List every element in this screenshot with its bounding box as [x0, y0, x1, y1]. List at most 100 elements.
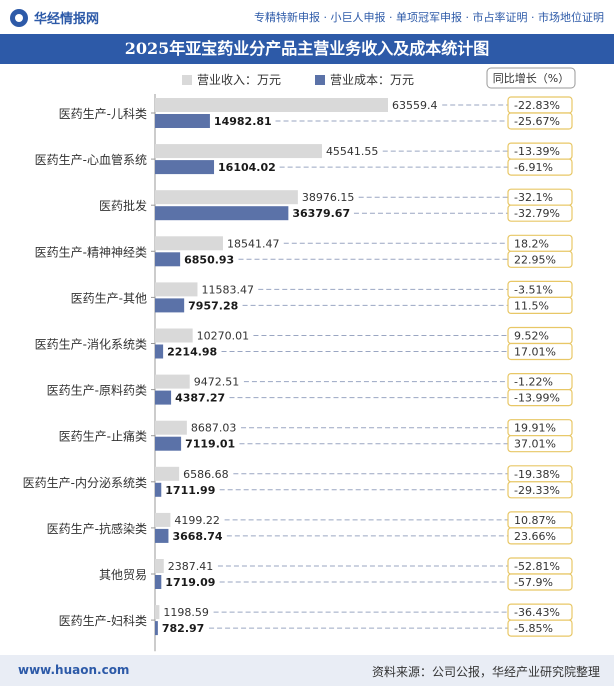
footer-source: 资料来源：公司公报，华经产业研究院整理	[371, 665, 600, 679]
revenue-growth-value: 10.87%	[514, 514, 556, 527]
revenue-growth-value: -1.22%	[514, 376, 553, 389]
revenue-value-label: 9472.51	[194, 376, 240, 389]
revenue-value-label: 8687.03	[191, 422, 237, 435]
cost-bar	[155, 436, 182, 451]
revenue-bar	[155, 98, 388, 112]
cost-growth-box	[507, 204, 573, 222]
category-label: 医药生产-内分泌系统类	[23, 476, 147, 490]
revenue-bar	[155, 466, 180, 481]
top-bar: 华经情报网 专精特新申报 · 小巨人申报 · 单项冠军申报 · 市占率证明 · …	[0, 0, 614, 34]
revenue-value-label: 11583.47	[201, 283, 254, 296]
cost-growth-box	[507, 158, 573, 176]
category-label: 其他贸易	[99, 568, 147, 582]
revenue-value-label: 2387.41	[168, 560, 214, 573]
cost-growth-box	[507, 112, 573, 130]
revenue-growth-value: 19.91%	[514, 422, 556, 435]
cost-growth-value: 11.5%	[514, 299, 549, 312]
cost-growth-box	[507, 435, 573, 453]
revenue-value-label: 6586.68	[183, 468, 229, 481]
cost-value-label: 14982.81	[214, 115, 272, 128]
cost-bar	[155, 344, 164, 359]
cost-growth-box	[507, 296, 573, 314]
legend-cost-label: 营业成本：万元	[330, 73, 414, 87]
cost-bar	[155, 252, 181, 267]
cost-value-label: 16104.02	[218, 161, 276, 174]
revenue-value-label: 45541.55	[326, 145, 379, 158]
cost-growth-value: -5.85%	[514, 622, 553, 635]
cost-growth-value: -13.99%	[514, 392, 560, 405]
cost-bar	[155, 114, 210, 128]
cost-bar	[155, 482, 162, 497]
revenue-bar	[155, 420, 187, 435]
cost-growth-value: -25.67%	[514, 115, 560, 128]
footer-website[interactable]: www.huaon.com	[18, 663, 130, 677]
revenue-value-label: 10270.01	[197, 330, 250, 343]
revenue-value-label: 38976.15	[302, 191, 355, 204]
revenue-value-label: 63559.4	[392, 99, 438, 112]
category-label: 医药生产-原料药类	[47, 384, 147, 398]
chart-title: 2025年亚宝药业分产品主营业务收入及成本统计图	[0, 34, 614, 64]
logo[interactable]: 华经情报网	[10, 8, 99, 27]
revenue-value-label: 1198.59	[163, 606, 209, 619]
category-label: 医药生产-儿科类	[59, 107, 147, 121]
growth-header-box	[486, 67, 576, 89]
logo-icon	[10, 8, 28, 27]
cost-value-label: 6850.93	[184, 253, 234, 266]
category-label: 医药批发	[99, 198, 147, 213]
revenue-bar	[155, 190, 298, 205]
cost-value-label: 2214.98	[167, 346, 217, 359]
category-label: 医药生产-消化系统类	[35, 338, 147, 352]
cost-bar	[155, 621, 158, 636]
cost-growth-box	[507, 527, 573, 545]
cost-bar	[155, 575, 162, 589]
revenue-growth-value: 18.2%	[514, 237, 549, 250]
cost-value-label: 4387.27	[175, 392, 225, 405]
cost-growth-box	[507, 389, 573, 407]
cost-value-label: 36379.67	[292, 207, 350, 220]
category-label: 医药生产-精神神经类	[35, 245, 147, 259]
revenue-bar	[155, 374, 190, 389]
cost-growth-value: 37.01%	[514, 438, 556, 451]
revenue-bar	[155, 512, 171, 527]
category-label: 医药生产-心血管系统	[35, 152, 147, 167]
revenue-growth-value: -32.1%	[514, 191, 553, 204]
growth-header: 同比增长（%）	[493, 71, 569, 85]
category-label: 医药生产-其他	[71, 291, 147, 305]
cost-growth-value: 23.66%	[514, 530, 556, 543]
cost-bar	[155, 206, 289, 221]
legend-revenue-swatch	[182, 75, 192, 85]
cost-bar	[155, 528, 169, 543]
revenue-growth-value: -13.39%	[514, 145, 560, 158]
revenue-bar	[155, 282, 198, 297]
revenue-bar	[155, 328, 193, 343]
cost-growth-value: 22.95%	[514, 253, 556, 266]
cost-growth-box	[507, 250, 573, 268]
cost-bar	[155, 390, 172, 405]
cost-growth-value: 17.01%	[514, 346, 556, 359]
cost-growth-value: -29.33%	[514, 484, 560, 497]
cost-growth-box	[507, 342, 573, 361]
cost-value-label: 1719.09	[165, 576, 215, 589]
cost-value-label: 7119.01	[185, 438, 235, 451]
cost-growth-value: -6.91%	[514, 161, 553, 174]
revenue-bar	[155, 559, 164, 573]
category-label: 医药生产-止痛类	[59, 429, 147, 444]
revenue-growth-value: 9.52%	[514, 330, 549, 343]
cost-value-label: 782.97	[162, 622, 204, 635]
legend-revenue-label: 营业收入：万元	[197, 73, 281, 87]
cost-growth-box	[507, 619, 573, 637]
cost-growth-value: -57.9%	[514, 576, 553, 589]
services-links: 专精特新申报 · 小巨人申报 · 单项冠军申报 · 市占率证明 · 市场地位证明	[254, 11, 604, 24]
revenue-bar	[155, 236, 223, 251]
revenue-growth-value: -36.43%	[514, 606, 560, 619]
cost-growth-box	[507, 573, 573, 591]
cost-growth-value: -32.79%	[514, 207, 560, 220]
revenue-growth-value: -52.81%	[514, 560, 560, 573]
cost-bar	[155, 160, 215, 175]
revenue-bar	[155, 605, 160, 620]
revenue-growth-value: -22.83%	[514, 99, 560, 112]
revenue-growth-value: -3.51%	[514, 283, 553, 296]
legend-cost-swatch	[315, 75, 325, 85]
revenue-growth-value: -19.38%	[514, 468, 560, 481]
